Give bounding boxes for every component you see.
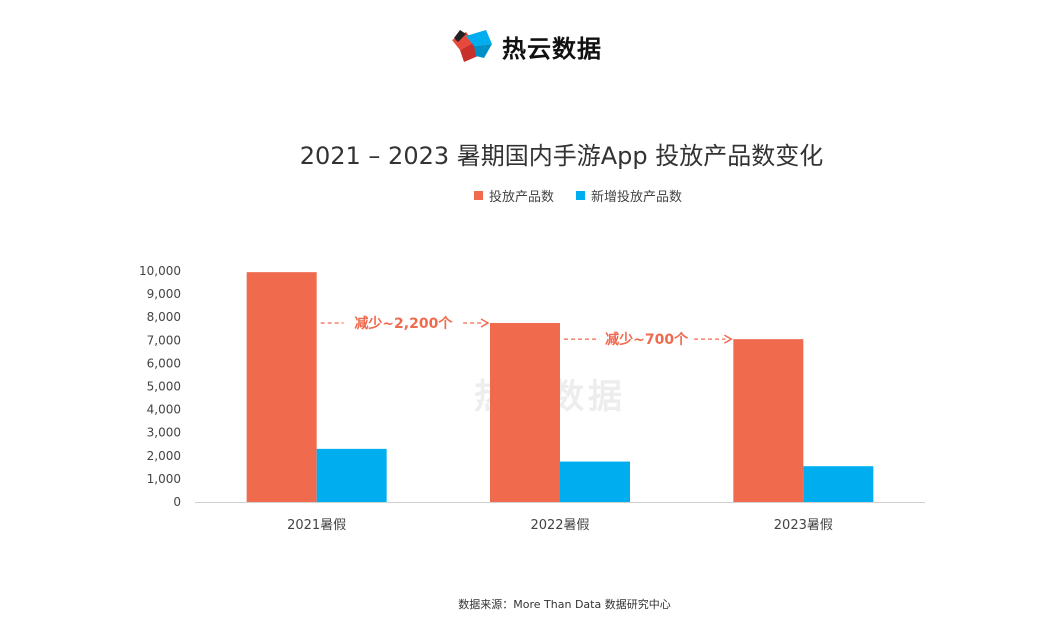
y-tick-label: 10,000 (139, 264, 181, 278)
brand-logo: 热云数据 (446, 26, 602, 66)
y-tick-label: 7,000 (147, 333, 181, 347)
annotation-label: 减少~2,200个 (354, 315, 453, 332)
chart-title: 2021 – 2023 暑期国内手游App 投放产品数变化 (299, 142, 824, 170)
y-tick-label: 2,000 (147, 449, 181, 463)
bar-products (246, 272, 317, 502)
bar-new-products (560, 461, 630, 502)
x-tick-label: 2022暑假 (530, 518, 589, 533)
y-tick-label: 4,000 (147, 403, 181, 417)
legend-item-series-1: 投放产品数 (474, 186, 554, 205)
y-tick-label: 0 (173, 495, 181, 509)
y-tick-label: 9,000 (147, 287, 181, 301)
chart-legend: 投放产品数 新增投放产品数 (474, 186, 682, 205)
brand-logo-icon (452, 30, 492, 62)
x-tick-label: 2023暑假 (774, 518, 833, 533)
y-tick-label: 6,000 (147, 356, 181, 370)
y-tick-label: 5,000 (147, 380, 181, 394)
annotation-arrowhead (480, 318, 490, 328)
data-source: 数据来源：More Than Data 数据研究中心 (458, 598, 671, 611)
bar-products (490, 322, 560, 502)
bar-products (733, 339, 804, 502)
legend-label-series-1: 投放产品数 (489, 190, 555, 205)
legend-swatch-series-2 (576, 191, 586, 200)
brand-name: 热云数据 (502, 34, 602, 63)
y-tick-label: 3,000 (147, 426, 181, 440)
bar-new-products (803, 466, 874, 502)
legend-item-series-2: 新增投放产品数 (576, 186, 682, 205)
y-tick-label: 1,000 (147, 472, 181, 486)
annotation-arrowhead (723, 334, 733, 344)
annotation-label: 减少~700个 (605, 331, 689, 348)
legend-label-series-2: 新增投放产品数 (591, 190, 683, 205)
y-tick-label: 8,000 (147, 310, 181, 324)
x-tick-label: 2021暑假 (287, 518, 346, 533)
bar-new-products (316, 448, 387, 502)
legend-swatch-series-1 (474, 191, 483, 200)
